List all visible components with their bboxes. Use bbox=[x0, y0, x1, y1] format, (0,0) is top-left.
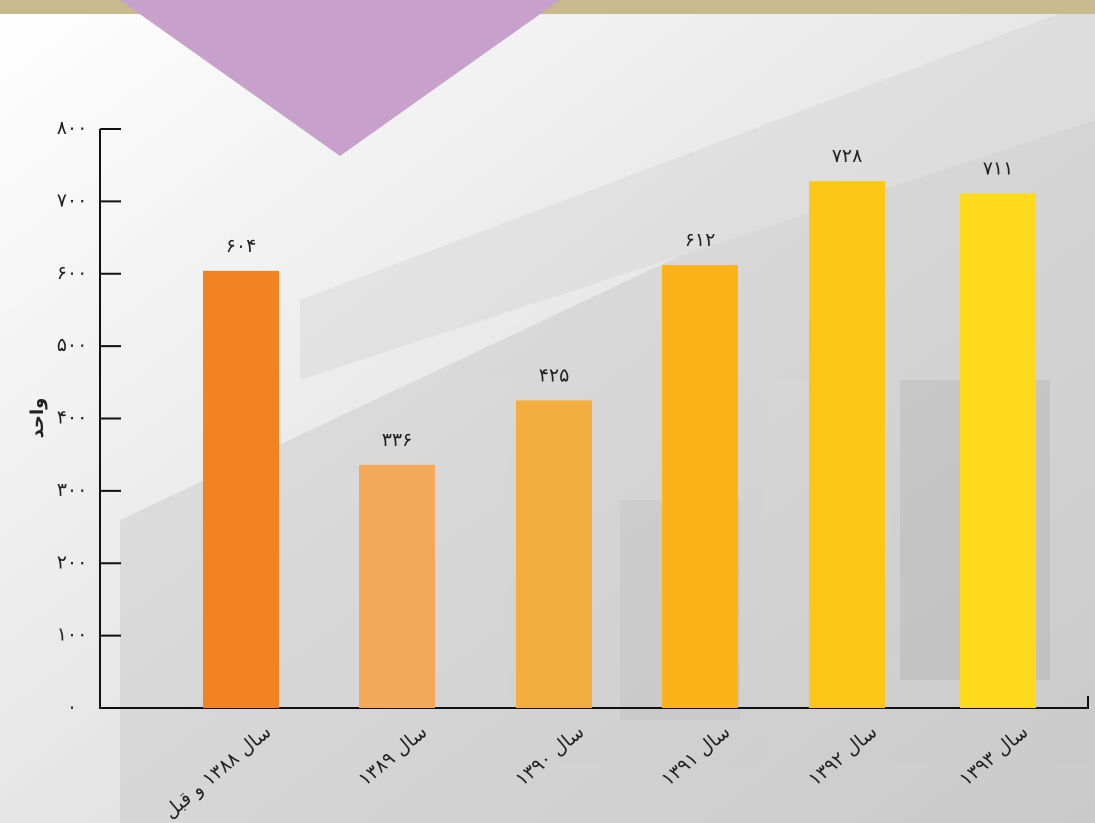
value-label: ۳۳۶ bbox=[382, 429, 413, 451]
y-tick-label: ۵۰۰ bbox=[57, 334, 88, 356]
decor-triangle bbox=[120, 0, 560, 156]
bar bbox=[809, 181, 885, 709]
bar bbox=[662, 265, 738, 708]
y-tick-label: ۲۰۰ bbox=[57, 551, 88, 573]
y-tick-label: ۳۰۰ bbox=[57, 479, 88, 501]
value-label: ۴۲۵ bbox=[539, 364, 570, 386]
bar bbox=[960, 193, 1036, 708]
y-tick-label: ۰ bbox=[67, 696, 77, 718]
value-label: ۷۲۸ bbox=[832, 145, 863, 167]
value-label: ۶۱۲ bbox=[685, 229, 716, 251]
y-tick-label: ۴۰۰ bbox=[57, 407, 88, 429]
value-label: ۷۱۱ bbox=[983, 157, 1014, 179]
y-tick-label: ۱۰۰ bbox=[57, 624, 88, 646]
y-tick-label: ۸۰۰ bbox=[57, 117, 88, 139]
bar bbox=[516, 400, 592, 708]
bar bbox=[203, 270, 279, 708]
bar bbox=[359, 464, 435, 708]
y-axis-label: واحد bbox=[27, 398, 48, 439]
value-label: ۶۰۴ bbox=[226, 235, 257, 257]
y-tick-label: ۷۰۰ bbox=[57, 189, 88, 211]
y-tick-label: ۶۰۰ bbox=[57, 262, 88, 284]
